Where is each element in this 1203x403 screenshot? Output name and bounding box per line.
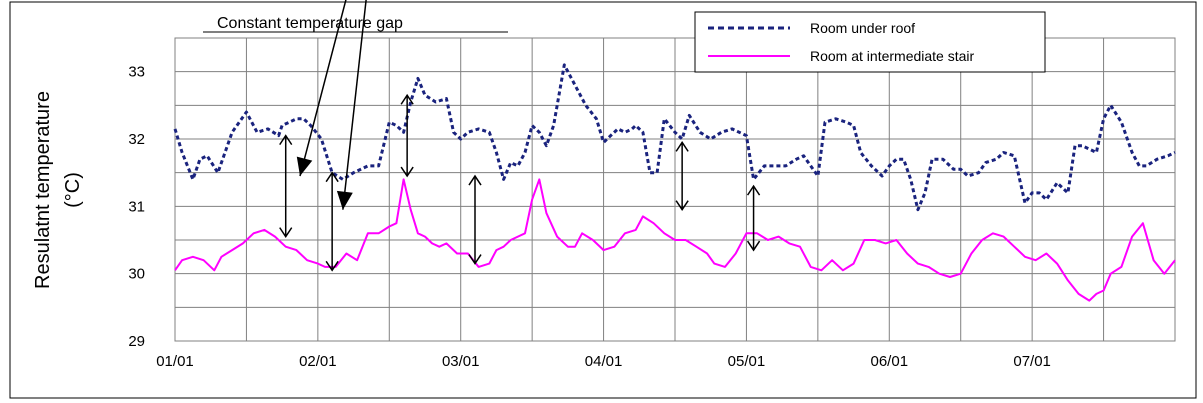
- gap-arrowhead-bottom: [325, 260, 339, 272]
- x-tick-label: 06/01: [871, 353, 909, 370]
- pointer-arrow-shaft: [342, 0, 367, 210]
- x-tick-label: 02/01: [299, 353, 337, 370]
- y-axis-title-line-2: (°C): [62, 172, 84, 208]
- gap-arrows: [279, 0, 761, 272]
- gap-arrowhead-top: [279, 134, 293, 146]
- y-tick-label: 29: [128, 333, 145, 350]
- series-line-room-under-roof: [173, 63, 1176, 212]
- y-tick-label: 31: [128, 198, 145, 215]
- pointer-arrowhead: [336, 190, 353, 210]
- gap-arrowhead-top: [675, 141, 689, 152]
- y-axis-tick-labels: 29 30 31 32 33: [128, 64, 145, 350]
- gap-arrowhead-bottom: [468, 254, 482, 265]
- gap-arrowhead-top: [400, 93, 414, 105]
- x-tick-label: 04/01: [585, 353, 623, 370]
- legend-label-room-at-intermediate-stair: Room at intermediate stair: [810, 48, 975, 64]
- legend-label-room-under-roof: Room under roof: [810, 20, 915, 36]
- annotation-label: Constant temperature gap: [217, 15, 403, 32]
- data-series: [173, 63, 1176, 302]
- x-axis-tick-labels: 01/01 02/01 03/01 04/01 05/01 06/01 07/01: [156, 353, 1051, 370]
- y-tick-label: 30: [128, 266, 145, 283]
- x-tick-label: 05/01: [728, 353, 766, 370]
- legend-box: [694, 11, 1046, 73]
- x-tick-label: 01/01: [156, 353, 194, 370]
- x-tick-label: 03/01: [442, 353, 480, 370]
- series-line-room-at-intermediate-stair: [174, 178, 1176, 302]
- gap-arrowhead-bottom: [279, 227, 293, 238]
- pointer-arrow-shaft: [299, 0, 347, 177]
- legend: Room under roof Room at intermediate sta…: [694, 11, 1046, 73]
- gap-arrowhead-bottom: [675, 200, 689, 212]
- gap-arrowhead-top: [746, 184, 761, 196]
- gap-arrowhead-bottom: [746, 240, 761, 252]
- y-tick-label: 32: [128, 131, 145, 148]
- gap-arrowhead-top: [468, 174, 482, 186]
- y-tick-label: 33: [128, 64, 145, 81]
- gap-arrowhead-top: [325, 171, 339, 183]
- annotation: Constant temperature gap: [203, 15, 508, 33]
- pointer-arrowhead: [296, 156, 313, 177]
- gap-arrowhead-bottom: [400, 166, 414, 178]
- y-axis-title-line-1: Resulatnt temperature: [32, 91, 54, 289]
- x-tick-label: 07/01: [1013, 353, 1051, 370]
